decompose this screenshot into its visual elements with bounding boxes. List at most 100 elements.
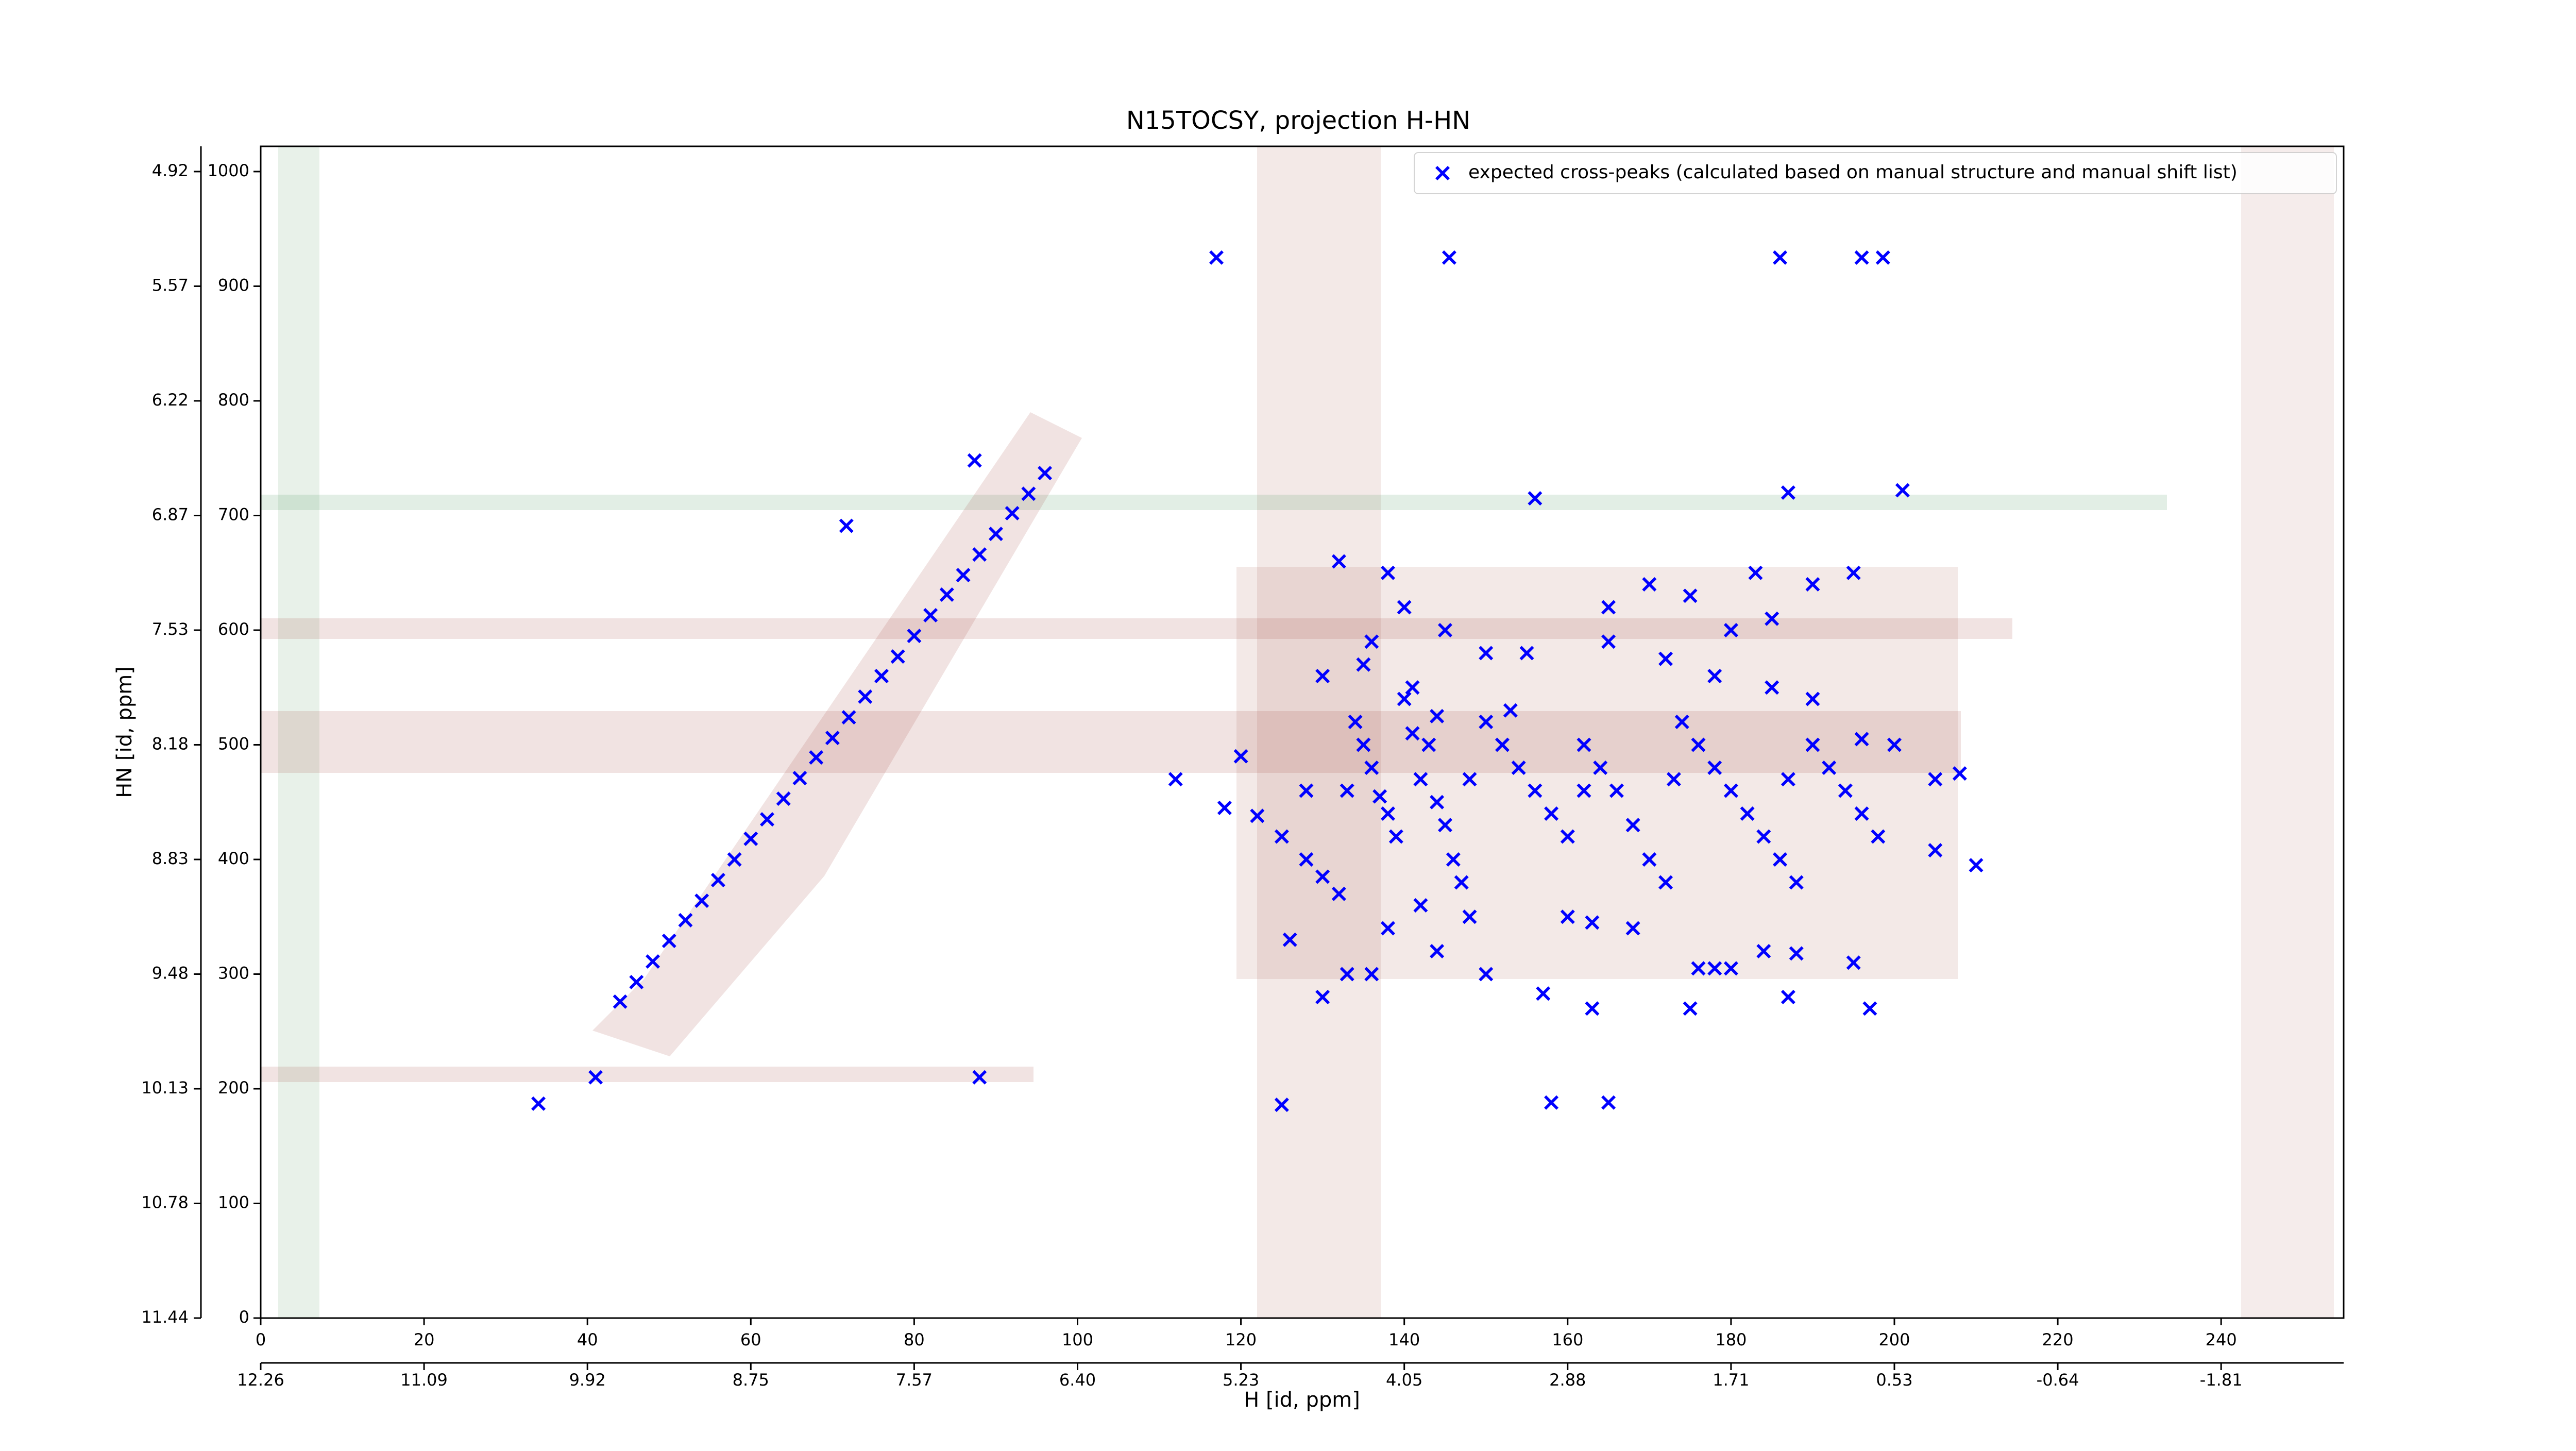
x2-tick-label: 12.26 <box>237 1370 284 1390</box>
y2-tick-label: 7.53 <box>152 619 189 639</box>
scatter-point <box>1625 818 1640 833</box>
scatter-point <box>1217 800 1232 815</box>
scatter-point <box>1642 852 1657 867</box>
scatter-point <box>1765 611 1780 626</box>
legend: expected cross-peaks (calculated based o… <box>1414 152 2337 194</box>
scatter-point <box>613 994 628 1009</box>
scatter-point <box>1209 250 1224 265</box>
x2-tick-label: 2.88 <box>1549 1370 1586 1390</box>
scatter-point <box>1430 943 1445 958</box>
scatter-point <box>1442 250 1456 265</box>
scatter-point <box>1437 622 1452 637</box>
y2-tick-label: 6.22 <box>152 390 189 410</box>
x-tick-label: 80 <box>904 1330 925 1349</box>
scatter-point <box>841 710 856 725</box>
scatter-point <box>1233 749 1248 764</box>
scatter-point <box>1707 760 1722 775</box>
scatter-point <box>1585 915 1600 930</box>
scatter-point <box>1781 772 1795 787</box>
scatter-point <box>1691 961 1706 976</box>
scatter-point <box>1658 875 1673 890</box>
scatter-point <box>1454 875 1469 890</box>
scatter-point <box>1168 772 1183 787</box>
x-tick-label: 40 <box>577 1330 598 1349</box>
scatter-point <box>710 873 725 888</box>
scatter-point <box>1315 989 1330 1004</box>
y-tick-label: 800 <box>218 390 249 410</box>
scatter-point <box>809 750 824 765</box>
scatter-point <box>1658 651 1673 666</box>
scatter-point <box>1380 565 1395 580</box>
scatter-point <box>1536 986 1551 1001</box>
scatter-point <box>907 629 922 644</box>
y-tick-label: 600 <box>218 619 249 639</box>
x-tick-label: 140 <box>1388 1330 1420 1349</box>
x2-tick-label: 5.23 <box>1223 1370 1259 1390</box>
scatter-point <box>1437 818 1452 833</box>
x2-tick-label: -0.64 <box>2037 1370 2079 1390</box>
scatter-point <box>1348 714 1363 729</box>
scatter-point <box>629 975 644 990</box>
scatter-point <box>1683 588 1698 603</box>
scatter-point <box>1805 737 1820 752</box>
contour-band <box>261 618 2012 639</box>
scatter-point <box>1723 783 1738 798</box>
scatter-point <box>1364 760 1379 775</box>
scatter-point <box>1871 829 1886 844</box>
chart-title: N15TOCSY, projection H-HN <box>1126 106 1470 135</box>
y-tick-label: 700 <box>218 504 249 524</box>
x2-tick-label: 4.05 <box>1386 1370 1422 1390</box>
scatter-point <box>967 453 982 468</box>
scatter-point <box>1781 989 1795 1004</box>
scatter-point <box>825 731 840 746</box>
scatter-point <box>1822 760 1837 775</box>
scatter-point <box>1601 1095 1616 1110</box>
x2-tick-label: 6.40 <box>1059 1370 1096 1390</box>
scatter-point <box>1331 886 1346 901</box>
scatter-point <box>1519 646 1534 661</box>
scatter-point <box>1781 485 1795 500</box>
scatter-point <box>1952 766 1967 781</box>
scatter-point <box>1282 932 1297 947</box>
y-tick-label: 100 <box>218 1192 249 1212</box>
contour-band <box>261 495 2167 510</box>
x-tick-label: 0 <box>256 1330 266 1349</box>
scatter-point <box>956 568 971 583</box>
legend-label: expected cross-peaks (calculated based o… <box>1468 162 2238 183</box>
x-tick-label: 240 <box>2206 1330 2237 1349</box>
y2-tick-label: 8.18 <box>152 734 189 753</box>
scatter-point <box>1601 600 1616 615</box>
scatter-point <box>1397 600 1412 615</box>
scatter-point <box>1666 772 1681 787</box>
x-tick-label: 60 <box>740 1330 761 1349</box>
y-tick-label: 400 <box>218 849 249 868</box>
y2-tick-label: 5.57 <box>152 275 189 295</box>
scatter-point <box>1875 250 1890 265</box>
scatter-point <box>1789 875 1804 890</box>
scatter-point <box>1380 806 1395 821</box>
scatter-point <box>1430 795 1445 809</box>
scatter-point <box>1723 961 1738 976</box>
scatter-point <box>662 933 676 948</box>
scatter-point <box>1299 852 1314 867</box>
scatter-point <box>1511 760 1526 775</box>
scatter-point <box>1274 1098 1289 1112</box>
scatter-point <box>1642 577 1657 592</box>
x-tick-label: 100 <box>1062 1330 1093 1349</box>
x2-tick-label: 8.75 <box>733 1370 769 1390</box>
scatter-point <box>1585 1001 1600 1016</box>
scatter-point <box>1723 622 1738 637</box>
scatter-point <box>1364 634 1379 649</box>
scatter-point <box>1405 726 1420 741</box>
scatter-point <box>839 518 854 533</box>
scatter-point <box>1625 921 1640 936</box>
scatter-point <box>1299 783 1314 798</box>
scatter-point <box>1887 737 1902 752</box>
scatter-point <box>1430 708 1445 723</box>
scatter-point <box>1544 806 1559 821</box>
scatter-point <box>1593 760 1608 775</box>
x2-tick-label: 11.09 <box>400 1370 448 1390</box>
x2-tick-label: 9.92 <box>569 1370 606 1390</box>
x-axis-label: H [id, ppm] <box>1244 1388 1360 1412</box>
